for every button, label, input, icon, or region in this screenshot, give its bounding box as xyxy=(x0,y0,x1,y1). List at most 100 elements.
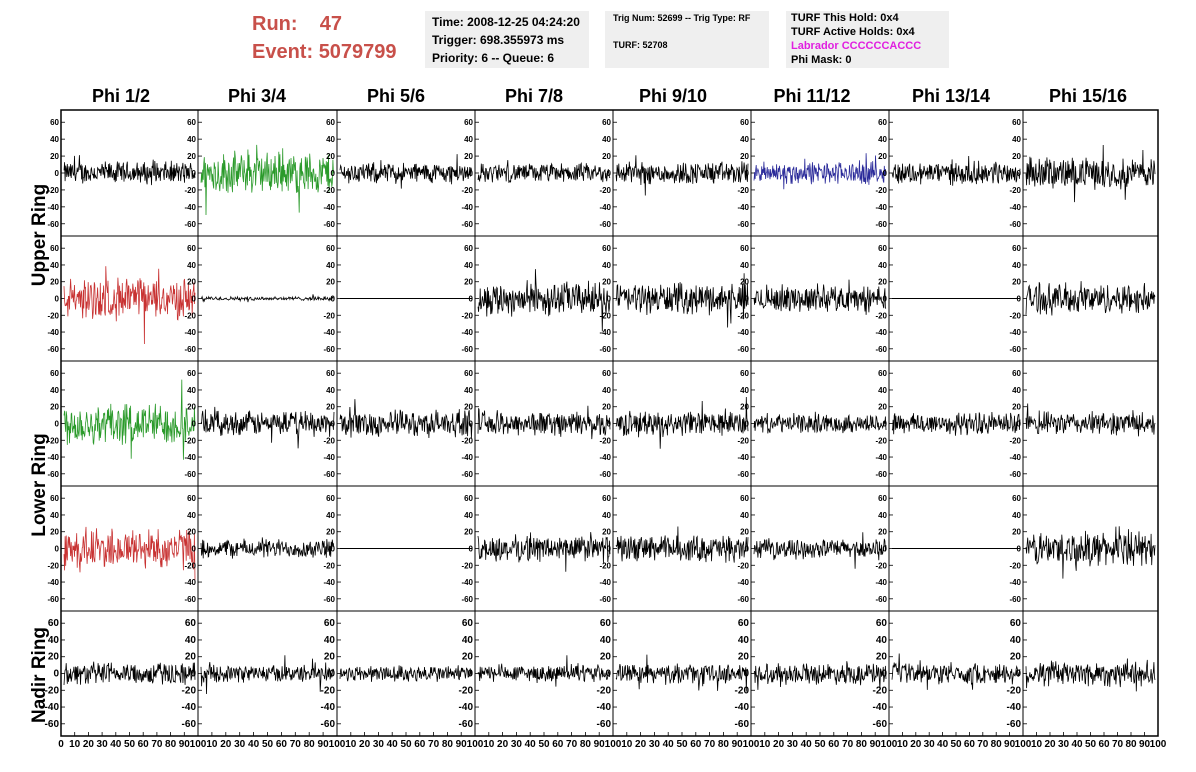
y-tick-label: 40 xyxy=(48,635,60,646)
y-tick-label: -60 xyxy=(1009,470,1021,479)
y-tick-label: 60 xyxy=(324,618,336,629)
y-tick-label: 40 xyxy=(187,386,196,395)
y-tick-label: 40 xyxy=(326,386,335,395)
x-tick-label: 90 xyxy=(318,739,330,750)
y-tick-label: 0 xyxy=(745,295,750,304)
panel-r1-c6: 60 40 20 0 -20 -40 -60 xyxy=(737,109,890,237)
y-tick-label: 40 xyxy=(50,386,59,395)
y-tick-label: -40 xyxy=(599,328,611,337)
x-tick-label: 20 xyxy=(635,739,647,750)
waveform-trace xyxy=(477,269,611,332)
x-tick-label: 10 xyxy=(206,739,218,750)
y-tick-label: 40 xyxy=(738,635,750,646)
x-tick-label: 10 xyxy=(759,739,771,750)
x-tick-label: 100 xyxy=(743,739,760,750)
panel-r1-c1: 60 40 20 0 -20 -40 -60 xyxy=(47,109,199,237)
y-tick-label: 40 xyxy=(876,635,888,646)
y-tick-label: -40 xyxy=(875,453,887,462)
y-tick-label: 40 xyxy=(740,386,749,395)
x-tick-label: 40 xyxy=(387,739,399,750)
waveform-trace xyxy=(200,655,335,695)
waveform-trace xyxy=(615,526,749,563)
panel-r1-c8: 60 40 20 0 -20 -40 -60 xyxy=(1009,109,1159,237)
y-tick-label: 0 xyxy=(1017,545,1022,554)
run-event-info: Run: 47 Event: 5079799 xyxy=(252,10,397,66)
y-tick-label: 40 xyxy=(1010,635,1022,646)
y-tick-label: -20 xyxy=(735,685,750,696)
y-tick-label: -40 xyxy=(599,203,611,212)
time-info-box: Time: 2008-12-25 04:24:20 Trigger: 698.3… xyxy=(425,11,589,68)
y-tick-label: -40 xyxy=(597,702,612,713)
y-tick-label: 20 xyxy=(326,152,335,161)
y-tick-label: -20 xyxy=(1009,311,1021,320)
x-tick-label: 70 xyxy=(842,739,854,750)
y-tick-label: 0 xyxy=(53,669,59,680)
y-tick-label: 40 xyxy=(464,135,473,144)
x-tick-label: 70 xyxy=(428,739,440,750)
y-tick-label: 0 xyxy=(469,420,474,429)
y-tick-label: -20 xyxy=(875,186,887,195)
y-tick-label: 20 xyxy=(1012,403,1021,412)
y-tick-label: -60 xyxy=(47,220,59,229)
y-tick-label: -20 xyxy=(184,436,196,445)
x-tick-label: 20 xyxy=(220,739,232,750)
y-tick-label: 40 xyxy=(324,635,336,646)
y-tick-label: -40 xyxy=(1009,328,1021,337)
y-tick-label: 60 xyxy=(464,494,473,503)
x-tick-label: 90 xyxy=(1004,739,1016,750)
y-tick-label: -60 xyxy=(737,345,749,354)
waveform-trace xyxy=(339,154,473,189)
y-tick-label: -20 xyxy=(459,685,474,696)
y-tick-label: 60 xyxy=(464,118,473,127)
y-tick-label: -20 xyxy=(875,436,887,445)
y-tick-label: 60 xyxy=(876,618,888,629)
phi-header-3: Phi 5/6 xyxy=(366,86,426,106)
event-row: Event: 5079799 xyxy=(252,38,397,66)
y-tick-label: -40 xyxy=(461,453,473,462)
waveform-trace xyxy=(891,155,1021,186)
y-tick-label: 60 xyxy=(740,244,749,253)
y-tick-label: -20 xyxy=(184,186,196,195)
x-tick-label: 20 xyxy=(83,739,95,750)
panel-r3-c1: 60 40 20 0 -20 -40 -60 xyxy=(47,360,199,487)
y-tick-label: -60 xyxy=(737,220,749,229)
y-tick-label: -60 xyxy=(461,470,473,479)
y-tick-label: 20 xyxy=(187,403,196,412)
y-tick-label: -20 xyxy=(323,186,335,195)
waveform-trace xyxy=(63,155,196,186)
waveform-trace xyxy=(753,661,887,690)
turf-this-hold: TURF This Hold: 0x4 xyxy=(791,12,899,24)
x-tick-label: 100 xyxy=(605,739,622,750)
x-tick-label: 70 xyxy=(151,739,163,750)
x-tick-label: 30 xyxy=(649,739,661,750)
y-tick-label: 20 xyxy=(50,403,59,412)
panel-r3-c3: 60 40 20 0 -20 -40 -60 xyxy=(323,360,476,487)
x-tick-label: 20 xyxy=(359,739,371,750)
y-tick-label: -40 xyxy=(1009,453,1021,462)
y-tick-label: 60 xyxy=(740,494,749,503)
y-tick-label: -20 xyxy=(461,561,473,570)
y-tick-label: -60 xyxy=(1009,345,1021,354)
x-tick-label: 90 xyxy=(456,739,468,750)
y-tick-label: 40 xyxy=(1012,261,1021,270)
y-tick-label: 60 xyxy=(50,369,59,378)
run-label: Run: xyxy=(252,13,298,35)
y-tick-label: 40 xyxy=(50,261,59,270)
y-tick-label: 20 xyxy=(878,403,887,412)
y-tick-label: 40 xyxy=(602,135,611,144)
y-tick-label: -40 xyxy=(323,203,335,212)
x-tick-label: 40 xyxy=(110,739,122,750)
y-tick-label: 0 xyxy=(192,545,197,554)
y-tick-label: -20 xyxy=(184,561,196,570)
y-tick-label: 40 xyxy=(740,511,749,520)
x-tick-label: 100 xyxy=(190,739,207,750)
y-tick-label: -20 xyxy=(737,561,749,570)
x-tick-label: 90 xyxy=(594,739,606,750)
waveform-trace xyxy=(477,405,611,440)
y-tick-label: 40 xyxy=(602,511,611,520)
y-tick-label: 0 xyxy=(745,545,750,554)
y-tick-label: 0 xyxy=(190,669,196,680)
y-tick-label: -20 xyxy=(47,436,59,445)
y-tick-label: -40 xyxy=(45,702,60,713)
y-tick-label: -40 xyxy=(323,578,335,587)
